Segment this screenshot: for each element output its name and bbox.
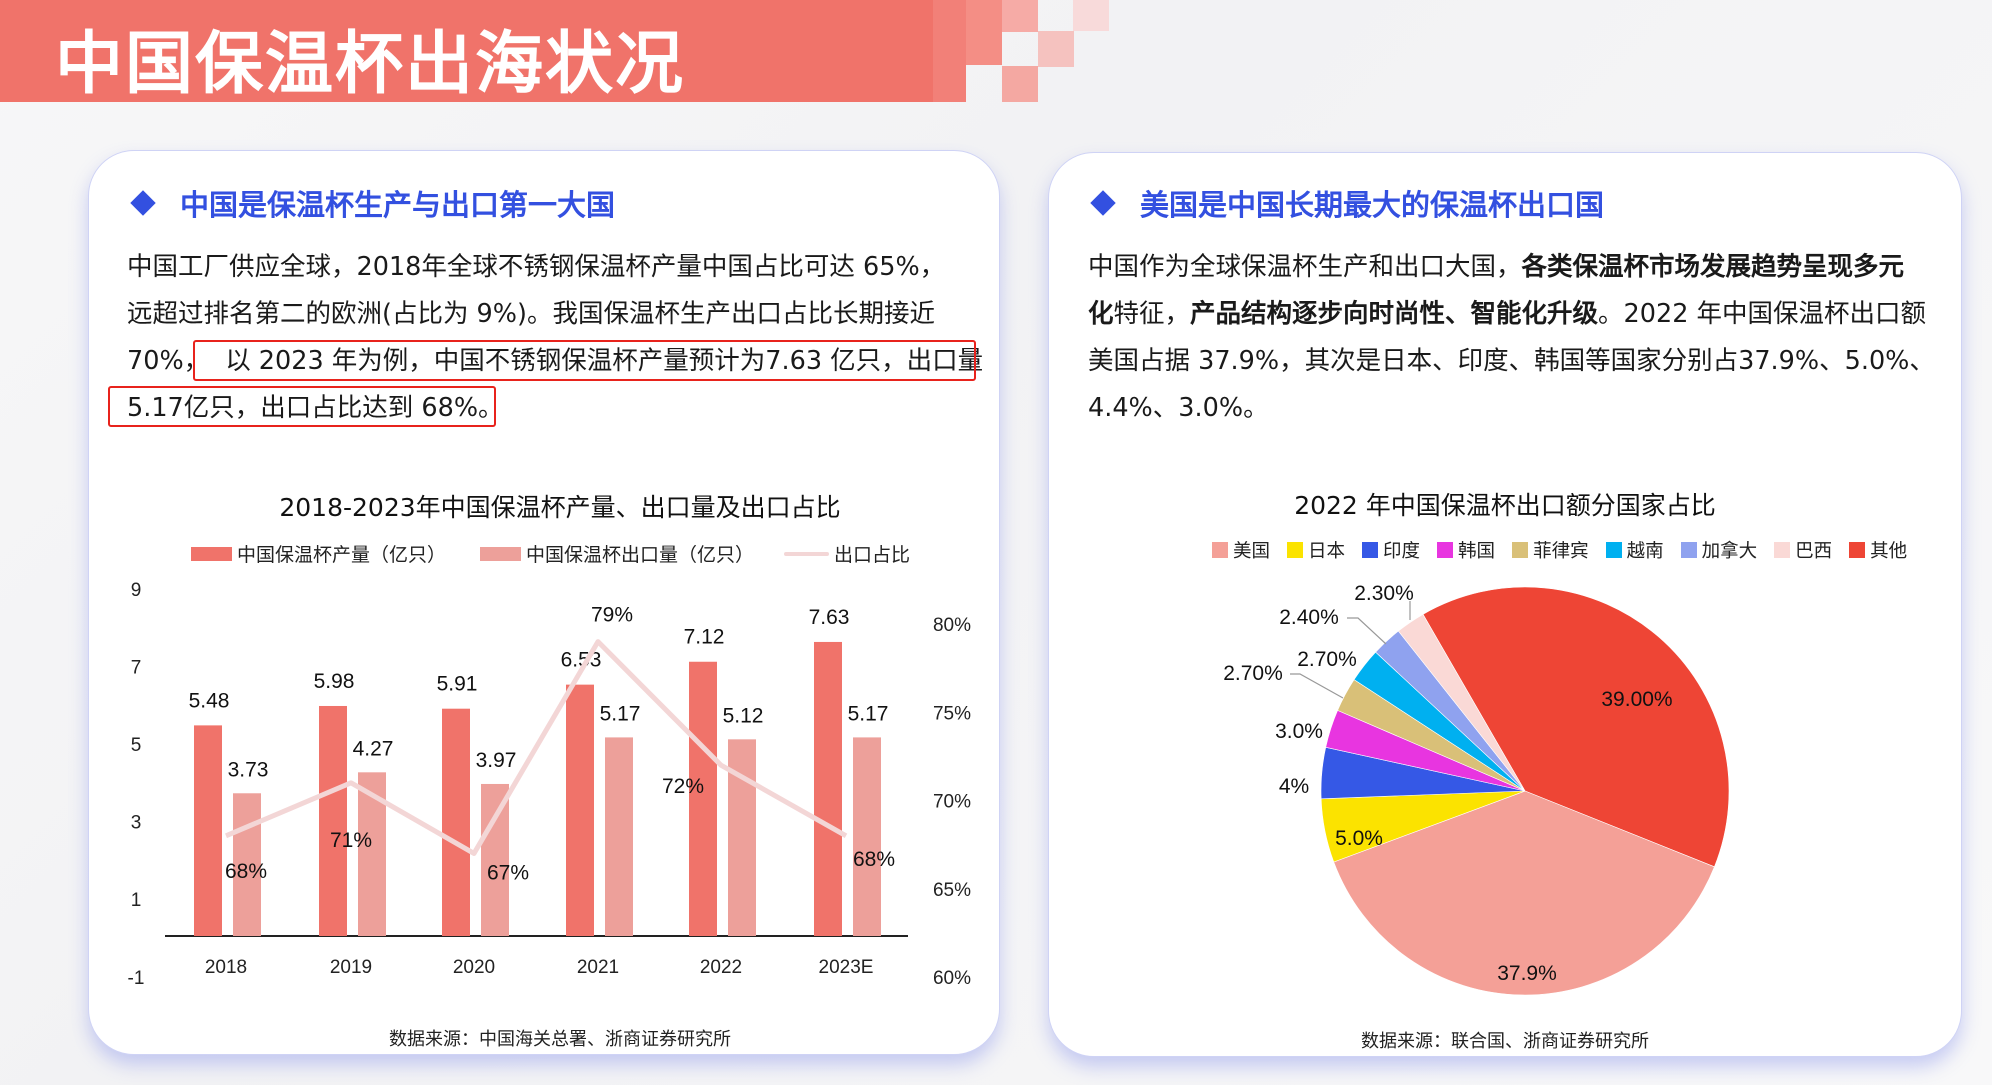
bold-text: 各类保温杯市场发展趋势呈现多元: [1521, 252, 1905, 282]
right-source-note: 数据来源：联合国、浙商证券研究所: [1361, 1031, 1649, 1052]
legend-swatch: [1774, 542, 1791, 558]
text: 美国占据 37.9%，其次是日本、印度、韩国等国家分别占37.9%、5.0%、: [1088, 346, 1935, 376]
text: 中国作为全球保温杯生产和出口大国，: [1088, 252, 1522, 282]
legend-swatch: [784, 551, 830, 556]
decor-square: [933, 0, 966, 102]
legend-label: 出口占比: [834, 544, 911, 566]
legend-swatch: [480, 546, 522, 561]
legend-label: 越南: [1626, 541, 1664, 562]
paragraph-line: 化特征，产品结构逐步向时尚性、智能化升级。2022 年中国保温杯出口额: [1088, 291, 1935, 338]
decor-square: [1002, 66, 1038, 102]
legend-item: 日本: [1287, 537, 1345, 563]
legend-label: 其他: [1870, 541, 1908, 562]
legend-item: 巴西: [1774, 537, 1832, 563]
legend-item-export: 中国保温杯出口量（亿只）: [480, 540, 754, 567]
legend-label: 中国保温杯产量（亿只）: [237, 544, 447, 566]
title-banner: 中国保温杯出海状况: [0, 0, 966, 104]
legend-item: 韩国: [1437, 537, 1495, 563]
legend-label: 中国保温杯出口量（亿只）: [526, 544, 755, 566]
legend-label: 日本: [1308, 541, 1346, 562]
text: 特征，: [1113, 299, 1191, 329]
page-title: 中国保温杯出海状况: [55, 25, 686, 104]
decor-square: [1002, 0, 1038, 32]
highlight-box: [108, 386, 496, 427]
text: 中国工厂供应全球，2018年全球不锈钢保温杯产量中国占比可达 65%，: [127, 252, 946, 282]
bar-chart-legend: 中国保温杯产量（亿只） 中国保温杯出口量（亿只） 出口占比: [191, 540, 910, 567]
bold-text: 产品结构逐步向时尚性、智能化升级: [1190, 299, 1599, 329]
paragraph-line: 中国作为全球保温杯生产和出口大国，各类保温杯市场发展趋势呈现多元: [1088, 244, 1935, 291]
left-source-note: 数据来源：中国海关总署、浙商证券研究所: [389, 1029, 731, 1050]
decor-square: [1038, 31, 1074, 67]
pie-chart-legend: 美国 日本 印度 韩国 菲律宾 越南 加拿大 巴西 其他: [1212, 537, 1907, 563]
legend-swatch: [1512, 542, 1529, 558]
pie-chart-title: 2022 年中国保温杯出口额分国家占比: [1294, 491, 1716, 520]
legend-item-ratio: 出口占比: [784, 540, 910, 567]
legend-item: 其他: [1849, 537, 1907, 563]
text: 70%，: [127, 346, 210, 376]
legend-label: 美国: [1233, 541, 1271, 562]
paragraph-line: 4.4%、3.0%。: [1088, 385, 1935, 432]
legend-label: 印度: [1383, 541, 1421, 562]
paragraph-line: 中国工厂供应全球，2018年全球不锈钢保温杯产量中国占比可达 65%，: [127, 244, 983, 291]
legend-swatch: [1849, 542, 1866, 558]
legend-label: 韩国: [1458, 541, 1496, 562]
legend-swatch: [1212, 542, 1228, 558]
left-card-paragraph: 中国工厂供应全球，2018年全球不锈钢保温杯产量中国占比可达 65%， 远超过排…: [127, 244, 983, 432]
legend-item: 菲律宾: [1512, 537, 1589, 563]
text: 远超过排名第二的欧洲(占比为 9%)。我国保温杯生产出口占比长期接近: [127, 299, 935, 329]
text: 。2022 年中国保温杯出口额: [1598, 299, 1927, 329]
legend-swatch: [191, 546, 232, 561]
legend-label: 加拿大: [1701, 541, 1758, 562]
right-card-paragraph: 中国作为全球保温杯生产和出口大国，各类保温杯市场发展趋势呈现多元 化特征，产品结…: [1088, 244, 1935, 432]
highlighted-text: 以 2023 年为例，中国不锈钢保温杯产量预计为7.63 亿只，出口量: [225, 346, 984, 376]
legend-swatch: [1605, 542, 1622, 558]
legend-item: 印度: [1362, 537, 1420, 563]
legend-swatch: [1680, 542, 1697, 558]
legend-swatch: [1287, 542, 1304, 558]
legend-item: 越南: [1605, 537, 1664, 563]
decor-square: [1073, 0, 1109, 31]
left-card-heading-text: 中国是保温杯生产与出口第一大国: [180, 188, 616, 222]
decor-square: [966, 0, 1002, 65]
diamond-bullet-icon: [130, 190, 156, 216]
highlighted-text: 5.17亿只，出口占比达到 68%。: [127, 393, 504, 423]
legend-label: 巴西: [1795, 541, 1833, 562]
legend-swatch: [1437, 542, 1454, 558]
paragraph-line: 70%， 以 2023 年为例，中国不锈钢保温杯产量预计为7.63 亿只，出口量: [127, 338, 983, 385]
legend-swatch: [1362, 542, 1379, 558]
legend-item: 加拿大: [1680, 537, 1758, 563]
legend-label: 菲律宾: [1533, 541, 1589, 562]
paragraph-line: 美国占据 37.9%，其次是日本、印度、韩国等国家分别占37.9%、5.0%、: [1088, 338, 1935, 385]
bold-text: 化: [1088, 299, 1114, 329]
diamond-bullet-icon: [1090, 190, 1116, 216]
paragraph-line: 远超过排名第二的欧洲(占比为 9%)。我国保温杯生产出口占比长期接近: [127, 291, 983, 338]
legend-item-production: 中国保温杯产量（亿只）: [191, 540, 446, 567]
left-card-heading: 中国是保温杯生产与出口第一大国: [130, 182, 615, 224]
legend-item: 美国: [1212, 537, 1270, 563]
paragraph-line: 5.17亿只，出口占比达到 68%。: [127, 385, 983, 432]
highlight-box: [193, 340, 976, 381]
right-card-heading-text: 美国是中国长期最大的保温杯出口国: [1140, 188, 1605, 222]
right-card-heading: 美国是中国长期最大的保温杯出口国: [1090, 182, 1604, 224]
text: 4.4%、3.0%。: [1088, 393, 1269, 423]
bar-chart-title: 2018-2023年中国保温杯产量、出口量及出口占比: [279, 493, 841, 522]
